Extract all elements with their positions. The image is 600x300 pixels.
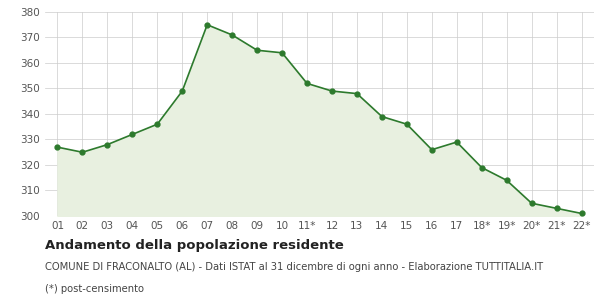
Text: Andamento della popolazione residente: Andamento della popolazione residente [45, 238, 344, 251]
Text: COMUNE DI FRACONALTO (AL) - Dati ISTAT al 31 dicembre di ogni anno - Elaborazion: COMUNE DI FRACONALTO (AL) - Dati ISTAT a… [45, 262, 543, 272]
Text: (*) post-censimento: (*) post-censimento [45, 284, 144, 293]
